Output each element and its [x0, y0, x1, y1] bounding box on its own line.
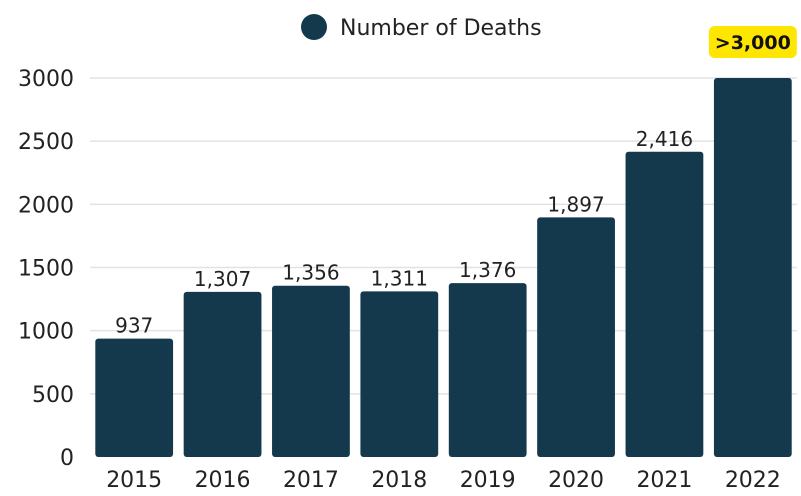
data-label-2018: 1,311 [371, 266, 428, 290]
y-tick-label: 500 [32, 383, 74, 408]
data-label-2019: 1,376 [459, 258, 516, 282]
data-label-2022: >3,000 [715, 32, 791, 54]
data-labels: 937 1,307 1,356 1,311 1,376 1,897 2,416 >3,000 [115, 26, 797, 338]
x-tick-label-2016: 2016 [195, 468, 251, 493]
y-tick-label: 2000 [18, 193, 74, 218]
y-tick-label: 1000 [18, 320, 74, 345]
bar-2017 [272, 285, 350, 457]
x-axis-ticks: 2015 2016 2017 2018 2019 2020 2021 2022 [106, 468, 781, 493]
x-tick-label-2019: 2019 [460, 468, 516, 493]
bars [95, 78, 792, 457]
data-label-2017: 1,356 [282, 261, 339, 285]
bar-2016 [183, 291, 262, 457]
x-tick-label-2021: 2021 [636, 468, 692, 493]
y-tick-label: 2500 [18, 130, 74, 155]
data-label-2015: 937 [115, 314, 153, 338]
bar-2021 [625, 151, 704, 457]
data-label-2021: 2,416 [636, 127, 693, 151]
y-axis-ticks: 0 500 1000 1500 2000 2500 3000 [18, 67, 74, 471]
legend-label: Number of Deaths [340, 16, 542, 41]
bar-2015 [95, 338, 174, 457]
highlight-badge [708, 26, 797, 58]
data-label-2016: 1,307 [194, 267, 251, 291]
x-tick-label-2022: 2022 [725, 468, 781, 493]
bar-2019 [448, 283, 527, 457]
legend: Number of Deaths [301, 14, 542, 41]
bar-2020 [537, 217, 615, 457]
x-tick-label-2015: 2015 [106, 468, 162, 493]
y-tick-label: 1500 [18, 257, 74, 282]
x-tick-label-2018: 2018 [371, 468, 427, 493]
bar-2022 [713, 78, 792, 457]
y-tick-label: 3000 [18, 67, 74, 92]
bar-2018 [360, 291, 439, 457]
x-tick-label-2020: 2020 [548, 468, 604, 493]
y-tick-label: 0 [60, 446, 74, 471]
data-label-2020: 1,897 [547, 192, 604, 216]
x-tick-label-2017: 2017 [283, 468, 339, 493]
legend-swatch [301, 14, 327, 40]
